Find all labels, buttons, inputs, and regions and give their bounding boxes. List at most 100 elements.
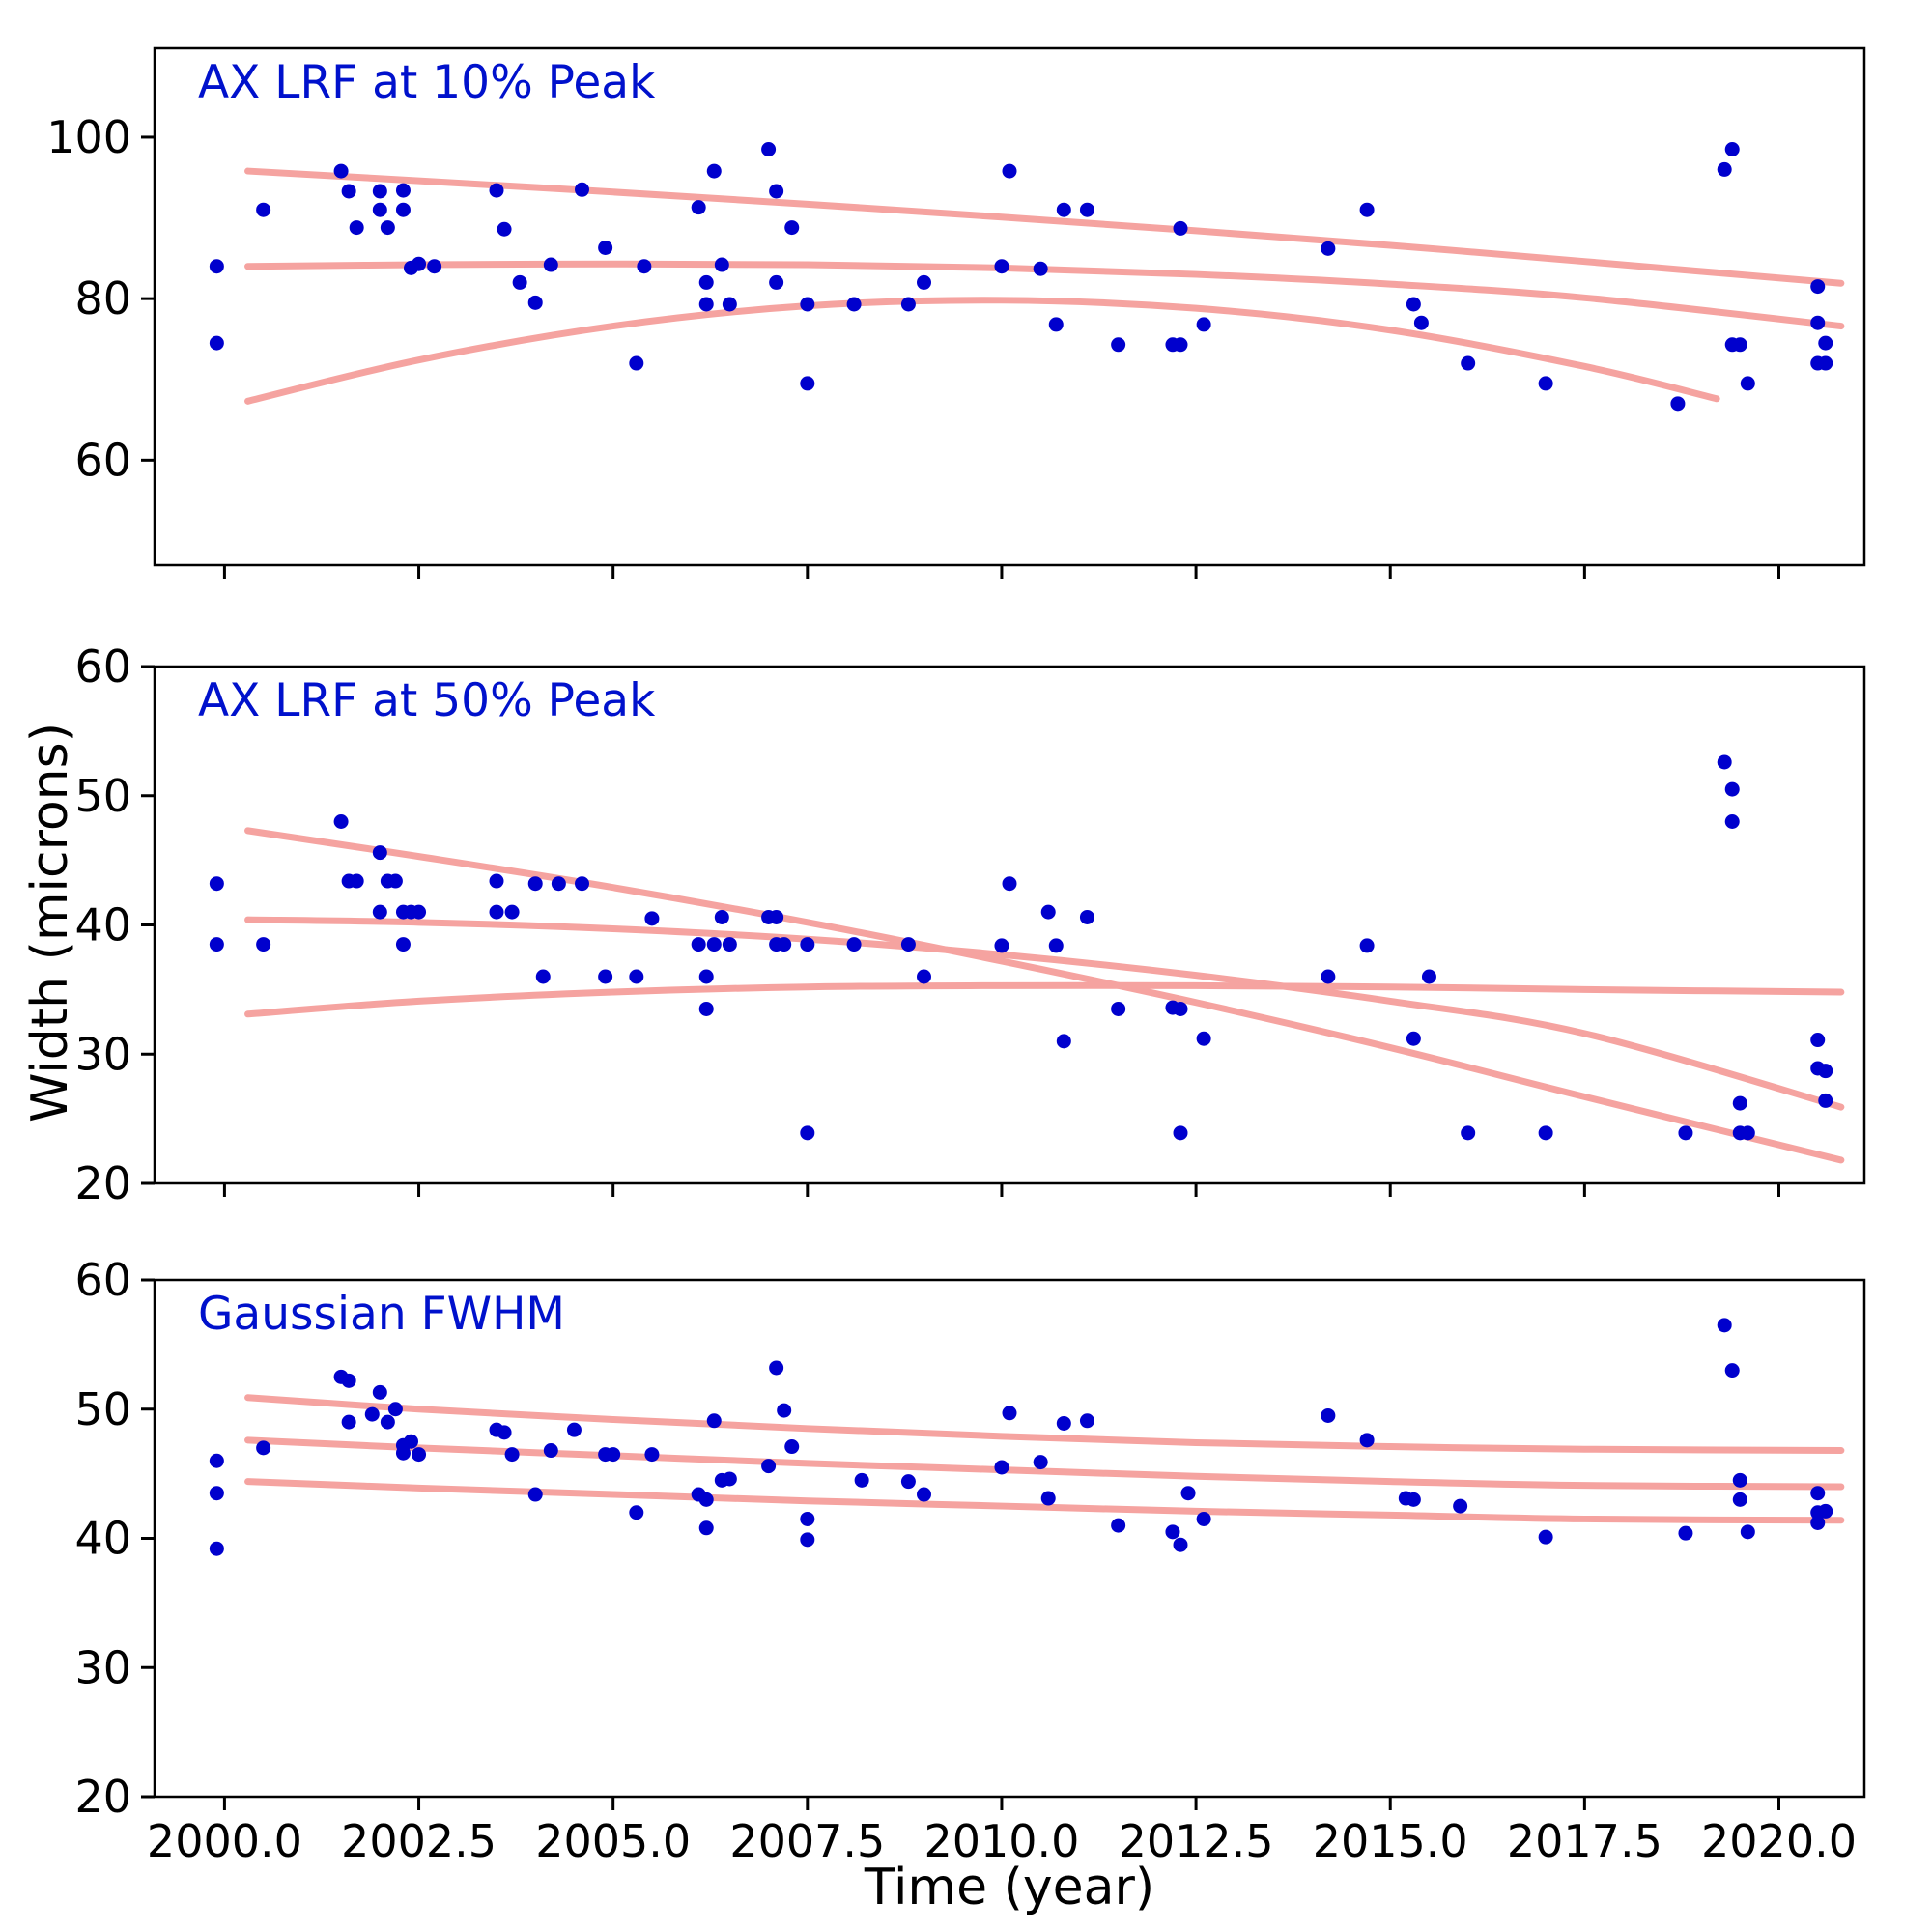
- data-point: [1079, 1413, 1094, 1429]
- data-point: [256, 937, 271, 952]
- data-point: [209, 1541, 224, 1556]
- panel-plot-area: [209, 754, 1845, 1164]
- data-point: [800, 1532, 815, 1548]
- data-point: [527, 295, 543, 310]
- data-point: [1321, 1407, 1336, 1423]
- data-point: [761, 1459, 777, 1474]
- data-point: [364, 1406, 380, 1422]
- data-point: [1173, 337, 1188, 353]
- panel-title-gaussian-fwhm: Gaussian FWHM: [198, 1288, 565, 1341]
- data-point: [606, 1447, 621, 1463]
- data-point: [1461, 355, 1476, 371]
- data-point: [846, 297, 862, 312]
- data-point: [1359, 1433, 1375, 1448]
- x-tick-label: 2007.5: [729, 1815, 885, 1867]
- x-tick-label: 2017.5: [1507, 1815, 1662, 1867]
- data-point: [698, 969, 714, 984]
- data-point: [575, 876, 589, 892]
- data-point: [917, 274, 931, 290]
- data-point: [644, 911, 660, 926]
- data-point: [1678, 1525, 1693, 1541]
- data-point: [427, 259, 442, 274]
- data-point: [1818, 1093, 1833, 1108]
- y-tick-label: 60: [74, 640, 131, 693]
- data-point: [1818, 335, 1833, 351]
- data-point: [1048, 938, 1064, 953]
- data-point: [917, 1487, 931, 1502]
- data-point: [209, 335, 224, 351]
- data-point: [698, 1001, 714, 1016]
- data-point: [1740, 1125, 1755, 1141]
- data-point: [575, 182, 589, 197]
- data-point: [598, 240, 613, 255]
- data-point: [698, 1492, 714, 1507]
- data-point: [1406, 297, 1421, 312]
- data-point: [644, 1447, 660, 1463]
- y-tick-label: 30: [74, 1641, 131, 1693]
- data-point: [551, 876, 566, 892]
- data-point: [1321, 241, 1336, 256]
- data-point: [1538, 1529, 1553, 1545]
- x-tick-label: 2012.5: [1119, 1815, 1274, 1867]
- data-point: [566, 1422, 582, 1437]
- axes-spines: [153, 46, 1866, 567]
- data-point: [512, 274, 527, 290]
- data-point: [691, 937, 706, 952]
- data-point: [900, 297, 916, 312]
- data-point: [1810, 1515, 1826, 1530]
- y-tick-label: 20: [74, 1771, 131, 1823]
- data-point: [800, 937, 815, 952]
- trend-line: [244, 1394, 1845, 1455]
- data-point: [629, 969, 644, 984]
- data-point: [404, 1434, 418, 1449]
- data-point: [1421, 969, 1436, 984]
- data-point: [1196, 1511, 1211, 1526]
- data-point: [256, 202, 271, 217]
- data-point: [1538, 1125, 1553, 1141]
- data-point: [1173, 1537, 1188, 1552]
- data-point: [1165, 1524, 1180, 1540]
- data-point: [1056, 1034, 1071, 1049]
- panel-title-lrf-50pct: AX LRF at 50% Peak: [198, 674, 656, 727]
- data-point: [412, 256, 427, 271]
- data-point: [412, 904, 427, 920]
- data-point: [341, 1373, 356, 1388]
- trend-line: [244, 916, 1845, 1111]
- data-point: [1048, 317, 1064, 332]
- data-point: [800, 297, 815, 312]
- data-point: [1413, 315, 1429, 330]
- data-point: [1033, 261, 1048, 276]
- data-point: [900, 937, 916, 952]
- data-point: [543, 1443, 558, 1459]
- y-tick-label: 20: [74, 1157, 131, 1209]
- data-point: [1173, 1125, 1188, 1141]
- data-point: [1724, 814, 1740, 829]
- data-point: [543, 257, 558, 272]
- x-tick-label: 2020.0: [1701, 1815, 1857, 1867]
- y-tick-label: 60: [74, 434, 131, 486]
- data-point: [209, 937, 224, 952]
- data-point: [1732, 1472, 1747, 1488]
- data-point: [372, 904, 387, 920]
- data-point: [629, 1505, 644, 1520]
- data-point: [489, 904, 504, 920]
- data-point: [395, 937, 411, 952]
- x-tick-label: 2000.0: [147, 1815, 302, 1867]
- data-point: [714, 257, 729, 272]
- data-point: [900, 1474, 916, 1490]
- data-point: [497, 221, 512, 237]
- data-point: [1717, 161, 1732, 177]
- data-point: [504, 1447, 520, 1463]
- data-point: [698, 297, 714, 312]
- data-point: [1002, 876, 1017, 892]
- data-point: [777, 937, 792, 952]
- data-point: [333, 163, 349, 179]
- data-point: [256, 1440, 271, 1456]
- data-point: [1740, 376, 1755, 391]
- data-point: [1111, 337, 1126, 353]
- data-point: [1717, 1318, 1732, 1333]
- x-axis-label: Time (year): [864, 1859, 1155, 1917]
- data-point: [1810, 279, 1826, 295]
- data-point: [372, 202, 387, 217]
